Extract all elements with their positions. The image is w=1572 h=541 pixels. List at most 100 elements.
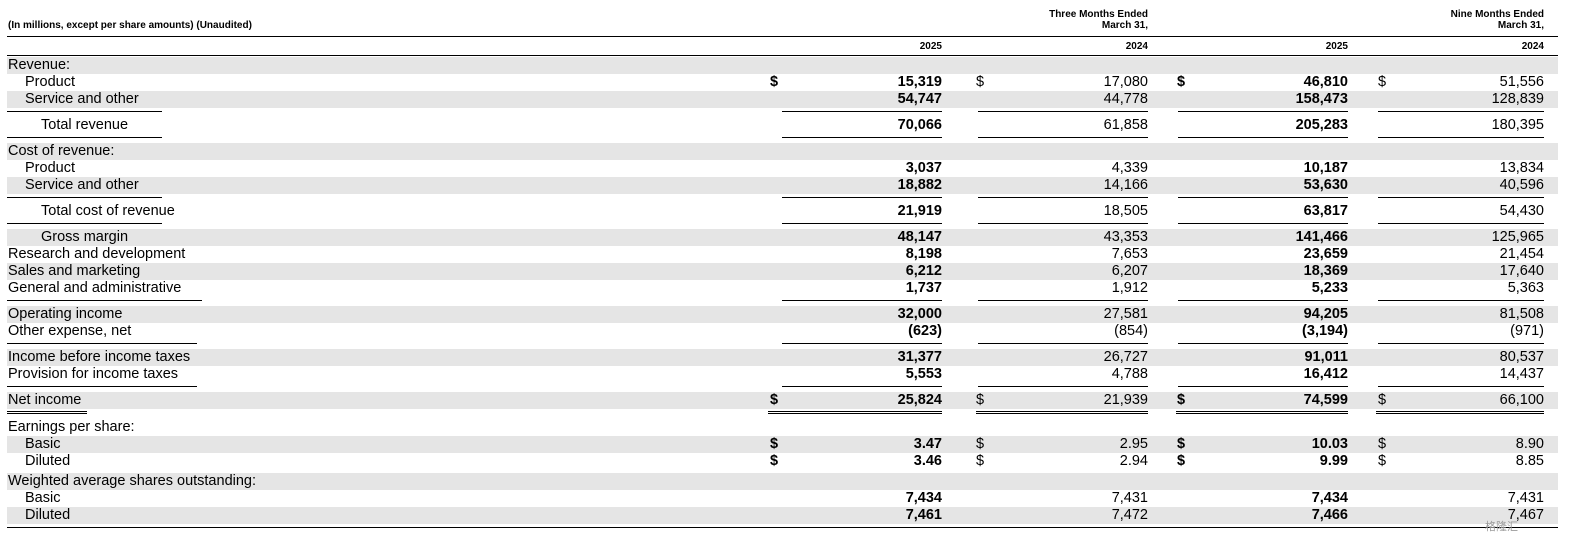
dollar-sign: $ xyxy=(976,453,985,469)
total-rule xyxy=(782,137,942,138)
subtotal-rule xyxy=(7,300,202,301)
value-cell: 2.94 xyxy=(1119,453,1148,469)
row-band xyxy=(7,392,1558,409)
value-cell: 18,505 xyxy=(1103,203,1148,219)
subtotal-rule xyxy=(782,386,942,387)
double-rule xyxy=(1176,411,1348,414)
dollar-sign: $ xyxy=(1378,436,1387,452)
row-label-earnings-per-share: Earnings per share: xyxy=(8,419,135,435)
value-cell: 8.85 xyxy=(1515,453,1544,469)
header-rule xyxy=(7,36,1558,37)
value-cell: 31,377 xyxy=(897,349,942,365)
total-rule xyxy=(1178,223,1348,224)
row-label-revenue: Revenue: xyxy=(8,57,71,73)
value-cell: 21,454 xyxy=(1499,246,1544,262)
subtotal-rule xyxy=(1178,343,1348,344)
row-label-eps-diluted: Diluted xyxy=(25,453,71,469)
row-band xyxy=(7,57,1558,74)
value-cell: (854) xyxy=(1114,323,1148,339)
value-cell: 8.90 xyxy=(1515,436,1544,452)
subtotal-rule xyxy=(1378,111,1544,112)
value-cell: 8,198 xyxy=(905,246,942,262)
value-cell: 7,461 xyxy=(905,507,942,523)
subtotal-rule xyxy=(1378,343,1544,344)
value-cell: 1,912 xyxy=(1111,280,1148,296)
value-cell: (971) xyxy=(1510,323,1544,339)
row-label-cost-product: Product xyxy=(25,160,75,176)
value-cell: 80,537 xyxy=(1499,349,1544,365)
row-label-sales-and-marketing: Sales and marketing xyxy=(8,263,141,279)
total-rule xyxy=(978,137,1148,138)
value-cell: 18,882 xyxy=(897,177,942,193)
value-cell: 81,508 xyxy=(1499,306,1544,322)
three-months-heading-line1: Three Months Ended xyxy=(1049,9,1148,20)
value-cell: 70,066 xyxy=(897,117,942,133)
value-cell: 21,919 xyxy=(897,203,942,219)
row-label-total-revenue: Total revenue xyxy=(41,117,129,133)
row-label-net-income: Net income xyxy=(8,392,82,408)
subtotal-rule xyxy=(978,197,1148,198)
value-cell: 21,939 xyxy=(1103,392,1148,408)
row-label-shares-basic: Basic xyxy=(25,490,61,506)
value-cell: 32,000 xyxy=(897,306,942,322)
dollar-sign: $ xyxy=(1177,392,1186,408)
value-cell: 54,430 xyxy=(1499,203,1544,219)
value-cell: (623) xyxy=(908,323,942,339)
value-cell: 1,737 xyxy=(905,280,942,296)
subtotal-rule xyxy=(1178,300,1348,301)
value-cell: 7,434 xyxy=(905,490,942,506)
value-cell: 7,467 xyxy=(1507,507,1544,523)
subtotal-rule xyxy=(978,343,1148,344)
row-label-other-expense-net: Other expense, net xyxy=(8,323,132,339)
double-rule xyxy=(976,411,1148,414)
subtotal-rule xyxy=(7,386,197,387)
dollar-sign: $ xyxy=(1378,392,1387,408)
subtotal-rule xyxy=(978,386,1148,387)
value-cell: 61,858 xyxy=(1103,117,1148,133)
row-label-eps-basic: Basic xyxy=(25,436,61,452)
row-label-income-before-taxes: Income before income taxes xyxy=(8,349,191,365)
row-label-cost-service: Service and other xyxy=(25,177,139,193)
row-label-cost-of-revenue: Cost of revenue: xyxy=(8,143,115,159)
value-cell: 6,207 xyxy=(1111,263,1148,279)
value-cell: 13,834 xyxy=(1499,160,1544,176)
row-band xyxy=(7,349,1558,366)
dollar-sign: $ xyxy=(976,74,985,90)
value-cell: 40,596 xyxy=(1499,177,1544,193)
total-rule xyxy=(1178,137,1348,138)
bottom-rule xyxy=(7,527,1558,528)
subtotal-rule xyxy=(978,111,1148,112)
dollar-sign: $ xyxy=(1378,453,1387,469)
total-rule xyxy=(1378,137,1544,138)
row-label-gross-margin: Gross margin xyxy=(41,229,129,245)
value-cell: 4,788 xyxy=(1111,366,1148,382)
row-band xyxy=(7,229,1558,246)
value-cell: 2.95 xyxy=(1119,436,1148,452)
row-band xyxy=(7,177,1558,194)
value-cell: 10.03 xyxy=(1311,436,1348,452)
value-cell: 7,466 xyxy=(1311,507,1348,523)
value-cell: 3.47 xyxy=(913,436,942,452)
value-cell: 18,369 xyxy=(1303,263,1348,279)
value-cell: 5,233 xyxy=(1311,280,1348,296)
value-cell: 10,187 xyxy=(1303,160,1348,176)
units-note: (In millions, except per share amounts) … xyxy=(8,20,252,31)
value-cell: 7,472 xyxy=(1111,507,1148,523)
dollar-sign: $ xyxy=(1378,74,1387,90)
value-cell: 3.46 xyxy=(913,453,942,469)
row-band xyxy=(7,473,1558,490)
col-year-2024-nine: 2024 xyxy=(1521,41,1544,52)
total-rule xyxy=(1378,223,1544,224)
row-label-provision-for-taxes: Provision for income taxes xyxy=(8,366,179,382)
row-band xyxy=(7,263,1558,280)
value-cell: 7,431 xyxy=(1111,490,1148,506)
subtotal-rule xyxy=(782,111,942,112)
row-label-general-and-administrative: General and administrative xyxy=(8,280,182,296)
dollar-sign: $ xyxy=(1177,453,1186,469)
value-cell: 16,412 xyxy=(1303,366,1348,382)
row-band xyxy=(7,507,1558,524)
three-months-heading-line2: March 31, xyxy=(1101,20,1148,31)
col-year-2025-three: 2025 xyxy=(919,41,942,52)
row-label-shares-diluted: Diluted xyxy=(25,507,71,523)
col-year-2024-three: 2024 xyxy=(1125,41,1148,52)
